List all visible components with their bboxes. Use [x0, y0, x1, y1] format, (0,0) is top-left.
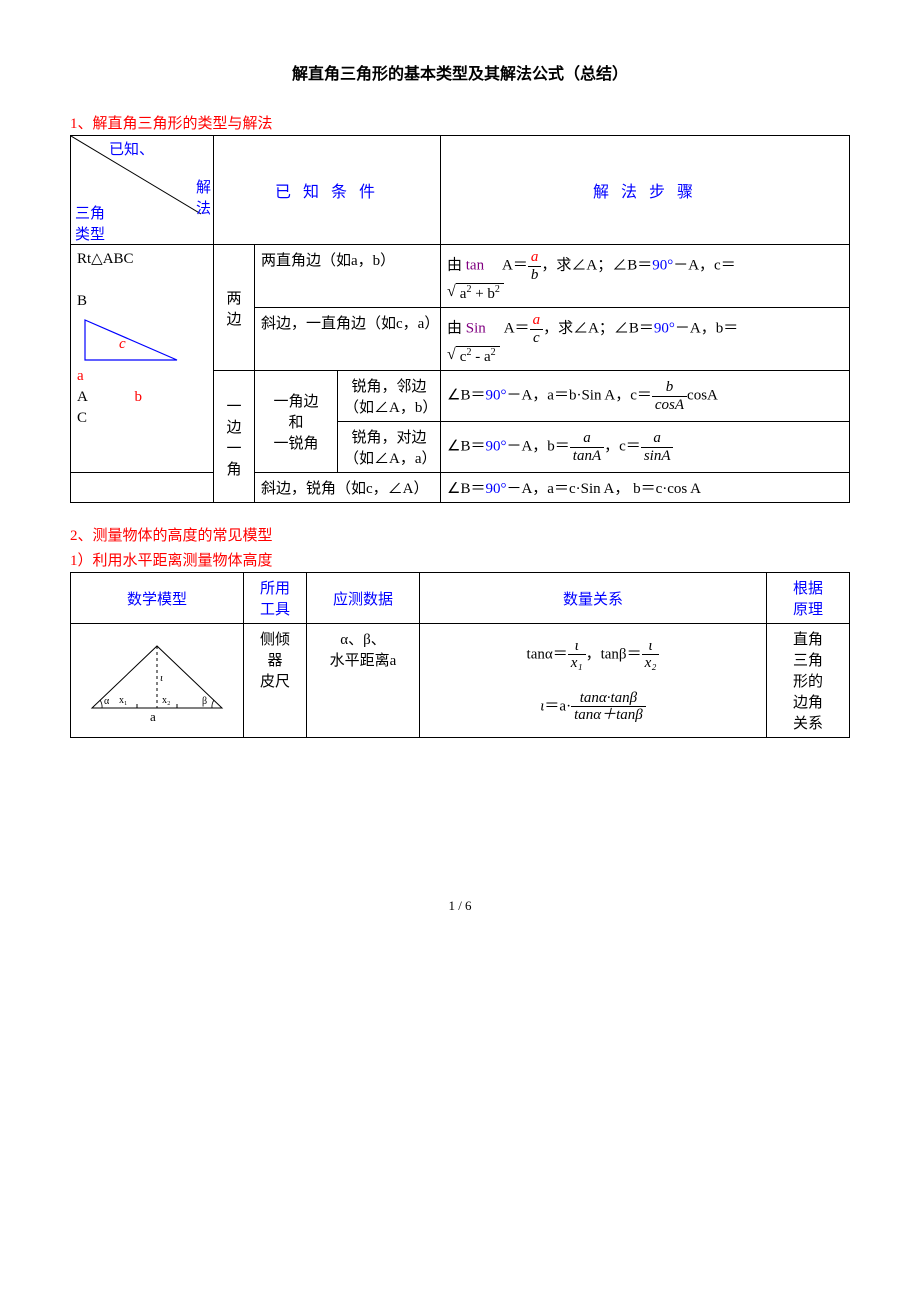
frac-num: a	[641, 430, 674, 448]
t2-h4: 数量关系	[420, 573, 767, 624]
ninety: 90°	[654, 320, 675, 336]
step-angle-adj: ∠B＝90°－A，a＝b·Sin A，c＝bcosAcosA	[441, 371, 850, 422]
txt: －A，b＝	[506, 438, 569, 454]
frac-num: ι	[642, 638, 660, 656]
frac-den: tanα＋tanβ	[571, 707, 646, 724]
cond-angle-opp: 锐角，对边（如∠A，a）	[338, 422, 441, 473]
section-2-heading: 2、测量物体的高度的常见模型	[70, 524, 850, 545]
txt: －A，a＝b·Sin A，c＝	[506, 387, 651, 403]
table-1: 已知、 解 法 三角 类型 已 知 条 件 解 法 步 骤 Rt△ABC B c…	[70, 135, 850, 503]
two-sides-label: 两 边	[214, 245, 255, 371]
tools-cell: 侧倾 器 皮尺	[244, 624, 307, 738]
diag-right-label: 解 法	[196, 176, 211, 218]
txt: ∠B＝	[447, 481, 485, 497]
t2-h3: 应测数据	[307, 573, 420, 624]
cond-angle-adj: 锐角，邻边（如∠A，b）	[338, 371, 441, 422]
one-side-angle-label: 一 边 一 角	[214, 371, 255, 503]
section-1-heading: 1、解直角三角形的类型与解法	[70, 112, 850, 133]
step-angle-opp: ∠B＝90°－A，b＝atanA，c＝asinA	[441, 422, 850, 473]
label-c: c	[119, 334, 126, 355]
model-l: ι	[160, 672, 163, 684]
header-steps: 解 法 步 骤	[441, 136, 850, 245]
txt: 由	[447, 320, 462, 336]
diag-top-label: 已知、	[109, 138, 154, 159]
cond-hyp-leg: 斜边，一直角边（如c，a）	[255, 308, 441, 371]
ninety: 90°	[485, 481, 506, 497]
txt: ∠B＝	[447, 438, 485, 454]
frac-num: a	[528, 249, 542, 267]
t2-h5: 根据 原理	[767, 573, 850, 624]
frac-den: tanA	[570, 448, 604, 465]
cond-hyp-angle: 斜边，锐角（如c，∠A）	[255, 473, 441, 503]
txt: cosA	[687, 387, 718, 403]
txt: 由	[447, 257, 462, 273]
txt: tanα＝	[527, 646, 568, 662]
meas-cell: α、β、 水平距离a	[307, 624, 420, 738]
header-condition: 已 知 条 件	[214, 136, 441, 245]
label-C: C	[77, 408, 207, 429]
sqrt-icon: c2 - a2	[447, 346, 500, 366]
txt: A＝	[502, 257, 528, 273]
ninety: 90°	[652, 257, 673, 273]
page-title: 解直角三角形的基本类型及其解法公式（总结）	[70, 60, 850, 84]
frac-num: a	[530, 312, 544, 330]
triangle-icon	[77, 316, 187, 366]
angle-side-label: 一角边 和 一锐角	[255, 371, 338, 473]
step-hyp-leg: 由 Sin A＝ac，求∠A；∠B＝90°－A，b＝ c2 - a2	[441, 308, 850, 371]
txt: －A，b＝	[675, 320, 738, 336]
model-a: a	[150, 709, 156, 725]
model-x2: x₂	[162, 695, 171, 706]
frac-num: tanα·tanβ	[571, 690, 646, 708]
txt: A＝	[504, 320, 530, 336]
frac-num: b	[652, 379, 687, 397]
frac-den: x₁	[568, 655, 586, 672]
triangle-cell: Rt△ABC B c a A b C	[71, 245, 214, 473]
t2-h1: 数学模型	[71, 573, 244, 624]
txt: ，c＝	[604, 438, 641, 454]
txt: －A，c＝	[673, 257, 736, 273]
step-hyp-angle: ∠B＝90°－A，a＝c·Sin A， b＝c·cos A	[441, 473, 850, 503]
table-2: 数学模型 所用 工具 应测数据 数量关系 根据 原理 ι α β x₁ x₂	[70, 572, 850, 738]
basis-cell: 直角 三角 形的 边角 关系	[767, 624, 850, 738]
frac-den: x₂	[642, 655, 660, 672]
label-B: B	[77, 291, 207, 312]
model-alpha: α	[104, 696, 109, 707]
sin-fn: Sin	[466, 320, 486, 336]
label-A: A	[77, 389, 87, 405]
model-beta: β	[202, 696, 207, 707]
tan-fn: tan	[466, 257, 484, 273]
txt: ∠B＝	[447, 387, 485, 403]
model-x1: x₁	[119, 695, 128, 706]
label-a: a	[77, 366, 207, 387]
sqrt-icon: a2 + b2	[447, 283, 504, 303]
frac-den: cosA	[652, 397, 687, 414]
frac-den: sinA	[641, 448, 674, 465]
ninety: 90°	[485, 387, 506, 403]
frac-num: ι	[568, 638, 586, 656]
txt: ＝a·	[544, 698, 571, 714]
step-two-legs: 由 tan A＝ab，求∠A；∠B＝90°－A，c＝ a2 + b2	[441, 245, 850, 308]
txt: ，tanβ＝	[586, 646, 642, 662]
diag-header-cell: 已知、 解 法 三角 类型	[71, 136, 214, 245]
cond-two-legs: 两直角边（如a，b）	[255, 245, 441, 308]
txt: ，求∠A；∠B＝	[543, 320, 654, 336]
txt: －A，a＝c·Sin A， b＝c·cos A	[506, 481, 701, 497]
txt: ，求∠A；∠B＝	[541, 257, 652, 273]
frac-den: c	[530, 330, 544, 347]
relation-cell: tanα＝ιx₁，tanβ＝ιx₂ ι＝a·tanα·tanβtanα＋tanβ	[420, 624, 767, 738]
frac-den: b	[528, 267, 542, 284]
rt-label: Rt△ABC	[77, 249, 207, 270]
page-number: 1 / 6	[70, 898, 850, 914]
label-b: b	[135, 389, 143, 405]
diag-bottom-label: 三角 类型	[75, 202, 105, 244]
section-2a-heading: 1）利用水平距离测量物体高度	[70, 549, 850, 570]
frac-num: a	[570, 430, 604, 448]
model-triangle-icon	[82, 636, 232, 726]
ninety: 90°	[485, 438, 506, 454]
t2-h2: 所用 工具	[244, 573, 307, 624]
model-diagram-cell: ι α β x₁ x₂ a	[71, 624, 244, 738]
